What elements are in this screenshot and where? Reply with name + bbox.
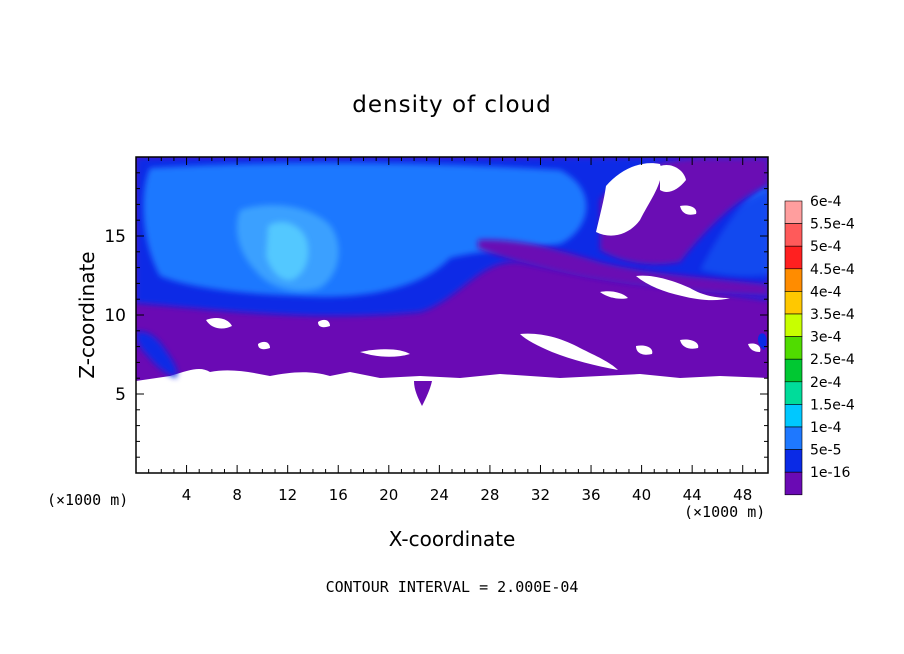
y-axis-label: Z-coordinate <box>75 251 99 378</box>
low-gap-6 <box>680 339 699 349</box>
colorbar-swatch <box>784 245 803 270</box>
x-tick-label: 28 <box>480 486 499 504</box>
cloud-gap-5 <box>600 291 628 299</box>
x-axis-ticks: 4 8 12 16 20 24 28 32 36 40 44 48 <box>148 157 756 504</box>
colorbar-swatch <box>784 268 803 292</box>
x-unit-right: (×1000 m) <box>684 503 765 521</box>
y-tick-label: 15 <box>104 227 126 247</box>
low-gap-1 <box>206 318 232 329</box>
x-tick-label: 36 <box>581 486 600 504</box>
cloud-drip <box>414 381 432 406</box>
colorbar-label: 4.5e-4 <box>810 262 855 278</box>
chart-title: density of cloud <box>352 92 551 118</box>
colorbar-label: 4e-4 <box>810 284 842 300</box>
colorbar-swatch <box>784 313 803 337</box>
colorbar-swatch <box>784 381 803 405</box>
low-gap-5 <box>636 345 653 355</box>
colorbar-swatch <box>784 426 803 450</box>
colorbar-label: 3.5e-4 <box>810 307 855 323</box>
x-tick-label: 44 <box>683 486 702 504</box>
low-gap-3 <box>520 333 618 370</box>
colorbar-label: 6e-4 <box>810 194 842 210</box>
cloud-gap-4 <box>636 275 730 301</box>
low-gap-2 <box>318 319 330 328</box>
colorbar-label: 5.5e-4 <box>810 217 855 233</box>
colorbar-label: 2e-4 <box>810 375 842 391</box>
x-tick-label: 8 <box>232 486 242 504</box>
y-tick-label: 10 <box>104 306 126 326</box>
heatmap-field <box>136 157 768 473</box>
low-right-blue <box>757 333 767 350</box>
x-axis-label: X-coordinate <box>389 527 516 551</box>
colorbar-swatch <box>784 358 803 383</box>
x-tick-label: 40 <box>632 486 651 504</box>
y-axis-ticks: 5 10 15 <box>104 172 768 458</box>
x-tick-label: 16 <box>329 486 348 504</box>
cloud-gap-1 <box>596 163 662 236</box>
upper-right-dark <box>640 190 768 290</box>
upper-layer-peak <box>266 222 309 281</box>
low-gap-4 <box>258 341 270 350</box>
x-tick-label: 48 <box>733 486 752 504</box>
colorbar-swatch <box>784 471 803 496</box>
y-tick-label: 5 <box>115 385 126 405</box>
colorbar-label: 1.5e-4 <box>810 397 855 413</box>
x-tick-label: 20 <box>379 486 398 504</box>
colorbar-label: 3e-4 <box>810 330 842 346</box>
low-left-blue <box>136 331 178 378</box>
colorbar-label: 1e-16 <box>810 465 850 481</box>
colorbar-swatch <box>784 223 803 247</box>
colorbar-swatch <box>784 200 803 224</box>
x-tick-label: 4 <box>182 486 192 504</box>
cloud-gap-2 <box>660 164 686 192</box>
x-tick-label: 12 <box>278 486 297 504</box>
colorbar-swatch <box>784 404 803 428</box>
colorbar-swatch <box>784 449 803 473</box>
colorbar-label: 1e-4 <box>810 420 842 436</box>
cloud-gap-3 <box>680 205 697 215</box>
cloud-base-ragged <box>136 369 768 381</box>
x-tick-label: 32 <box>531 486 550 504</box>
colorbar-swatch <box>784 291 803 315</box>
colorbar-swatch <box>784 336 803 360</box>
contour-interval-note: CONTOUR INTERVAL = 2.000E-04 <box>326 578 579 596</box>
purple-streak <box>478 239 768 296</box>
x-tick-label: 24 <box>430 486 449 504</box>
colorbar-label: 2.5e-4 <box>810 352 855 368</box>
colorbar-label: 5e-5 <box>810 443 841 459</box>
low-gap-8 <box>748 343 761 352</box>
colorbar: 6e-4 5.5e-4 5e-4 4.5e-4 4e-4 3.5e-4 3e-4 2.5e-4… <box>784 194 855 496</box>
x-unit-left: (×1000 m) <box>47 491 128 509</box>
colorbar-label: 5e-4 <box>810 239 842 255</box>
low-gap-7 <box>360 349 410 357</box>
